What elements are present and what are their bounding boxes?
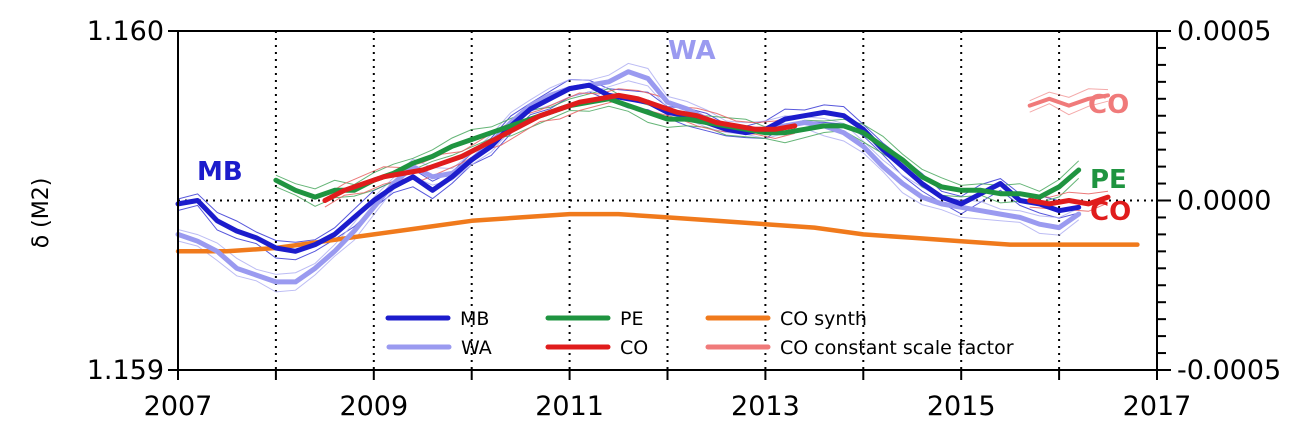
legend-label: PE (620, 308, 643, 330)
y2-tick-label: -0.0005 (1177, 355, 1281, 386)
uncertainty-line (1029, 88, 1109, 102)
x-tick-label: 2009 (339, 391, 408, 422)
legend-label: CO constant scale factor (780, 337, 1014, 359)
ticks (168, 30, 1171, 380)
series-co-synth (175, 211, 1140, 254)
uncertainty-line (177, 91, 1079, 261)
x-tick-label: 2007 (144, 391, 213, 422)
series-lines (175, 69, 1140, 285)
series-pe (273, 96, 1082, 200)
series-mb (175, 82, 1082, 254)
annotation-mb: MB (197, 157, 243, 187)
legend-label: WA (461, 337, 492, 359)
series-co-constant-scale-factor (1027, 93, 1110, 108)
uncertainty-line (1029, 100, 1109, 116)
annotations: MB WA PE CO CO (197, 36, 1131, 227)
legend-label: MB (460, 308, 489, 330)
x-tick-label: 2015 (927, 391, 996, 422)
annotation-co-bottom: CO (1090, 197, 1131, 227)
legend-label: CO synth (780, 308, 867, 330)
y-tick-label: 1.160 (87, 16, 164, 47)
x-tick-label: 2017 (1123, 391, 1192, 422)
uncertainty-lines (177, 62, 1109, 293)
y-axis-title: δ (M2) (29, 178, 54, 249)
annotation-wa: WA (668, 36, 716, 66)
annotation-pe: PE (1090, 165, 1127, 195)
y2-tick-label: 0.0000 (1177, 186, 1271, 217)
x-tick-label: 2013 (731, 391, 800, 422)
series-wa (175, 69, 1082, 285)
uncertainty-line (177, 80, 1080, 293)
annotation-co-top: CO (1088, 90, 1129, 120)
y2-tick-label: 0.0005 (1177, 16, 1271, 47)
x-tick-label: 2011 (535, 391, 604, 422)
legend: MB WA PE CO CO synth CO constant scale factor (385, 308, 1014, 359)
tick-labels: 2007 2009 2011 2013 2015 2017 1.160 1.159 0.0005… (87, 16, 1282, 422)
legend-label: CO (620, 337, 648, 359)
y-tick-label: 1.159 (87, 355, 164, 386)
series-co (322, 92, 1111, 207)
